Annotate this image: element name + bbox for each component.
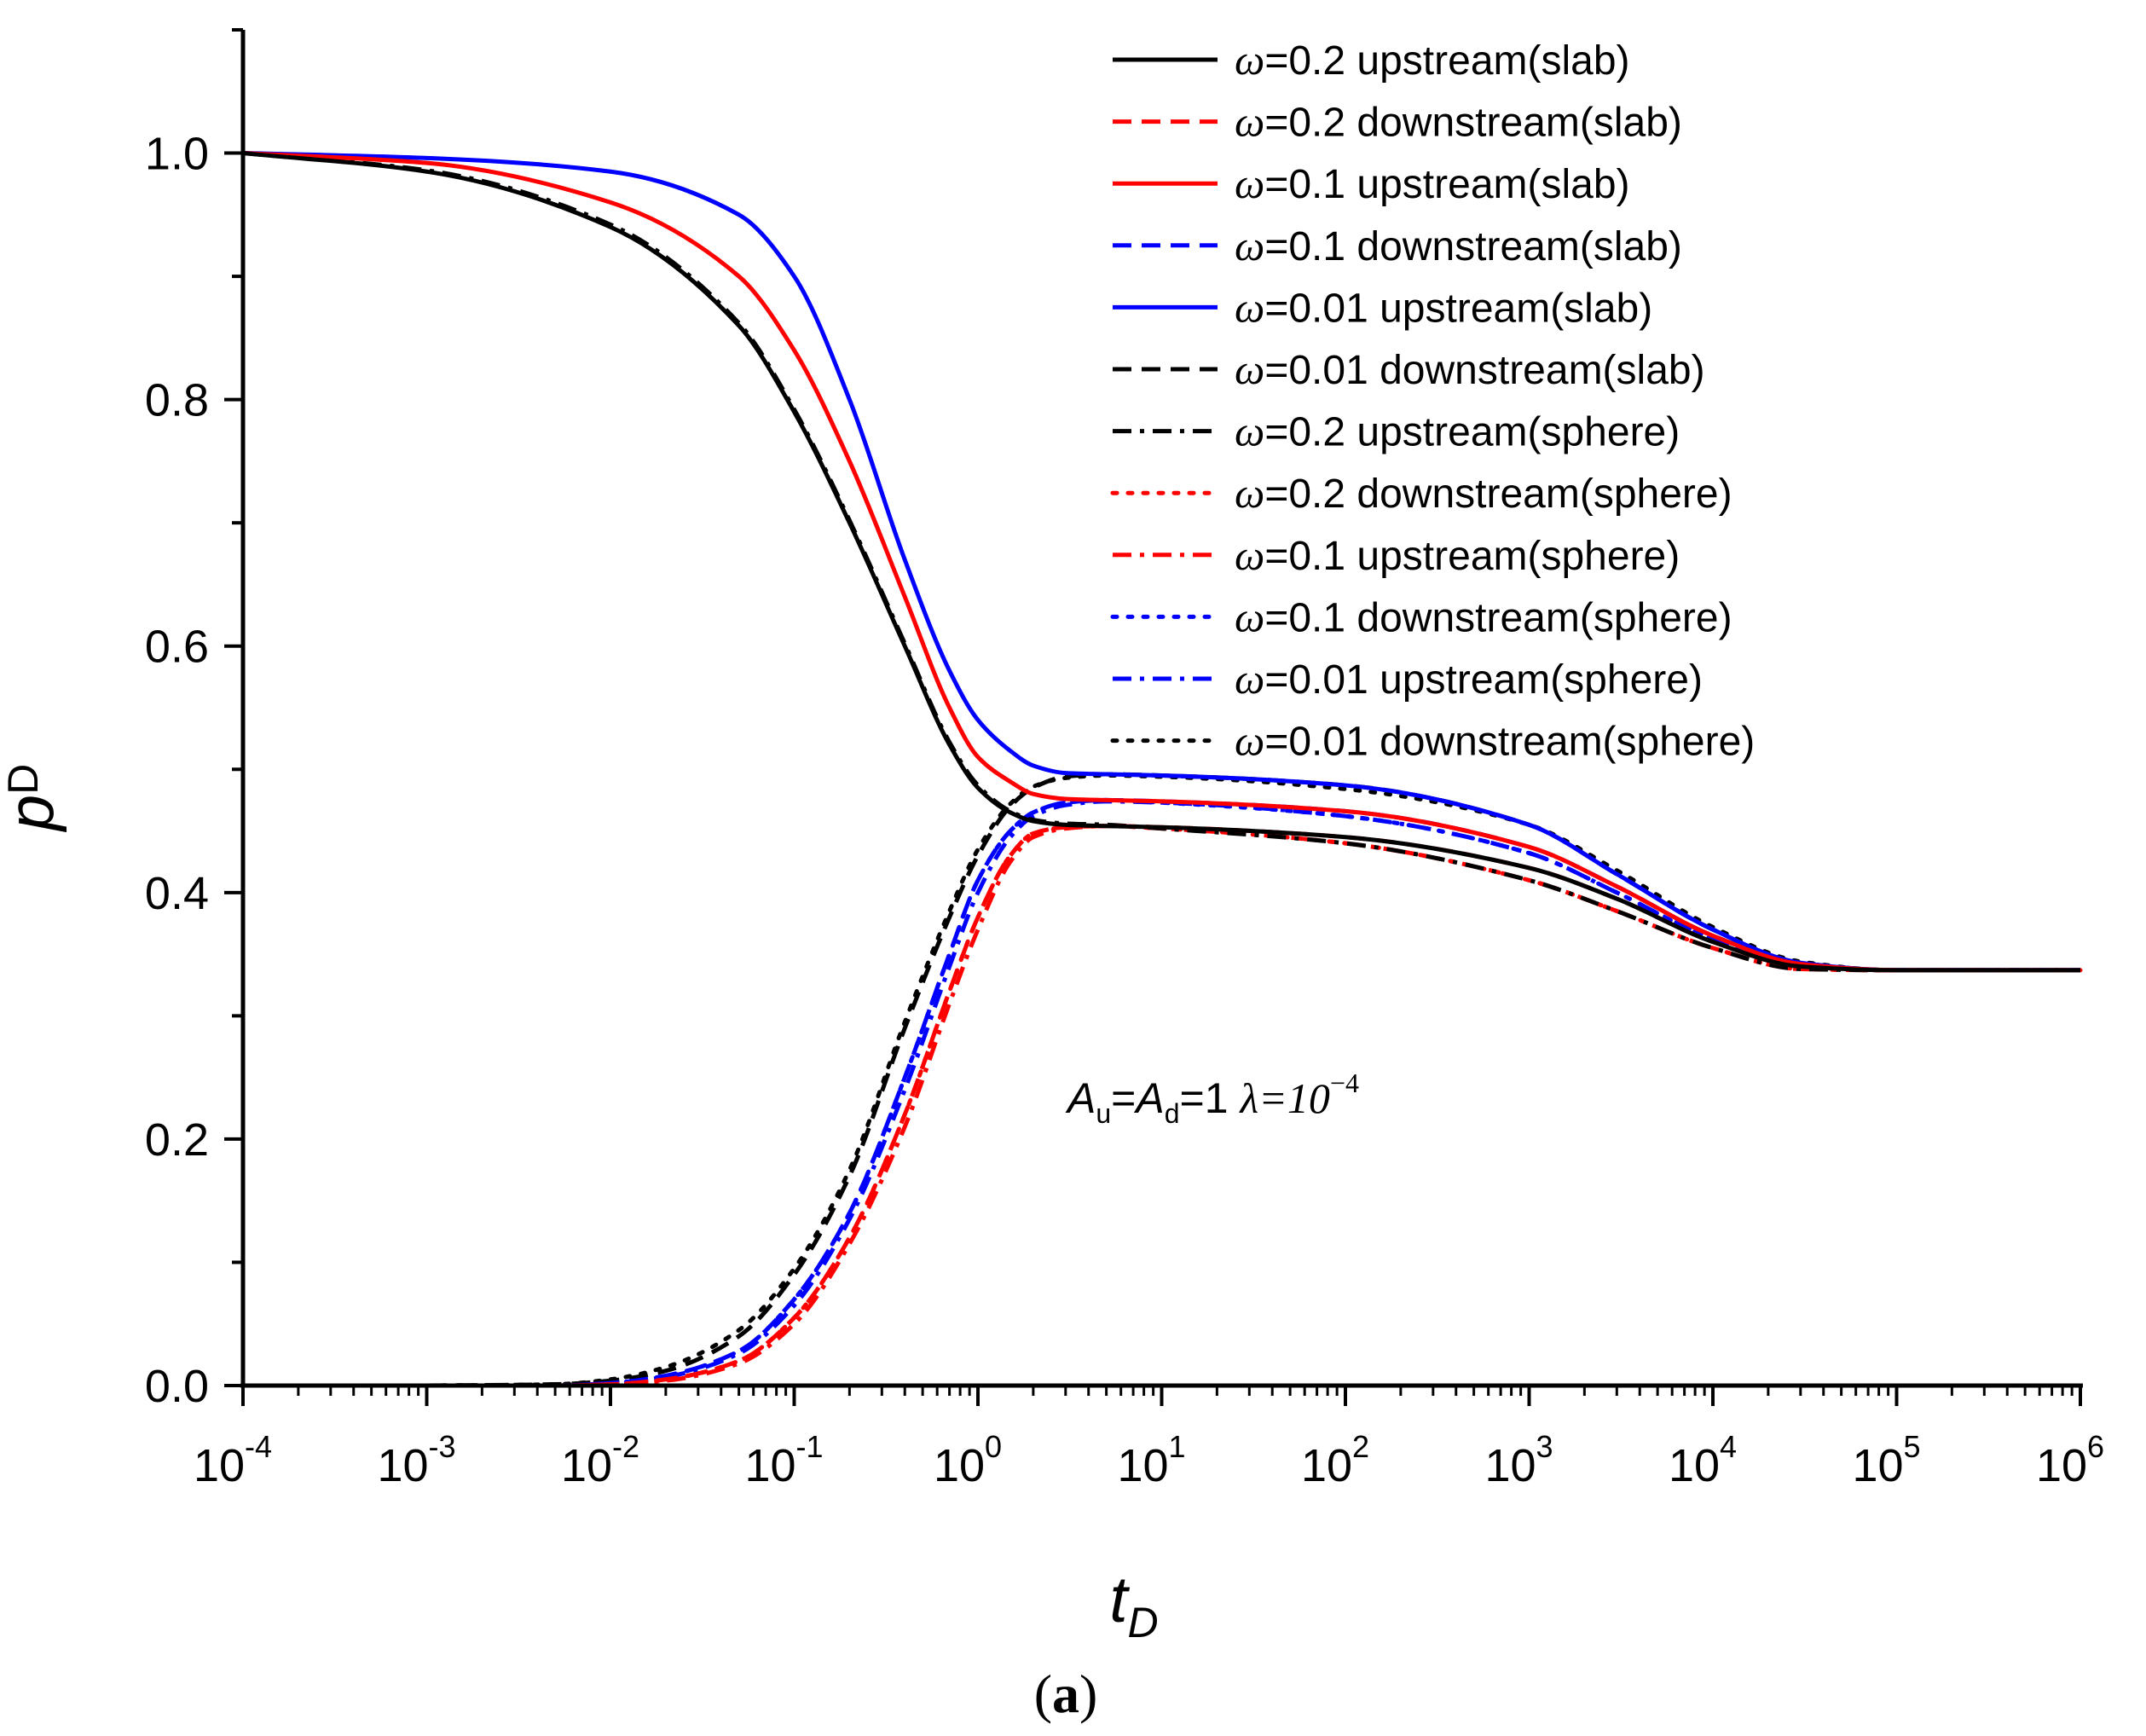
legend-item-label: ω=0.1 upstream(sphere): [1235, 531, 1680, 579]
x-tick-label: 101: [1117, 1429, 1185, 1491]
annotation: Au=Ad=1 λ=10−4: [1065, 1068, 1359, 1129]
legend-item-label: ω=0.1 downstream(sphere): [1235, 593, 1732, 640]
x-tick-label: 106: [2036, 1429, 2104, 1491]
series-line: [242, 151, 2080, 973]
x-tick-label: 103: [1484, 1429, 1553, 1491]
plot-area: 10-4 10-3 10-2 10-1 100 101 102 103 104 105 106 0.…: [145, 28, 2104, 1491]
series-line: [242, 151, 2080, 973]
legend-item-label: ω=0.01 downstream(slab): [1235, 345, 1705, 393]
legend-item-label: ω=0.2 downstream(sphere): [1235, 469, 1732, 517]
legend: ω=0.2 upstream(slab) ω=0.2 downstream(sla…: [1110, 36, 1755, 765]
legend-item-label: ω=0.1 downstream(slab): [1235, 222, 1682, 269]
legend-item-label: ω=0.2 upstream(slab): [1235, 36, 1630, 84]
series-line: [242, 151, 2080, 973]
x-tick-label: 105: [1852, 1429, 1920, 1491]
y-axis-ticks: 0.0 0.2 0.4 0.6 0.8 1.0: [145, 28, 243, 1412]
x-axis-ticks: 10-4 10-3 10-2 10-1 100 101 102 103 104 105 106: [194, 1386, 2104, 1491]
x-tick-label: 10-1: [744, 1429, 823, 1491]
legend-item-label: ω=0.2 downstream(slab): [1235, 98, 1682, 146]
series-layer: [242, 151, 2083, 1388]
legend-item-label: ω=0.1 upstream(slab): [1235, 159, 1630, 207]
y-tick-label: 1.0: [145, 129, 209, 180]
y-tick-label: 0.0: [145, 1361, 209, 1412]
series-line: [242, 151, 2080, 973]
y-tick-label: 0.4: [145, 868, 209, 919]
x-tick-label: 102: [1301, 1429, 1369, 1491]
y-tick-label: 0.6: [145, 622, 209, 673]
legend-item-label: ω=0.01 upstream(sphere): [1235, 655, 1703, 703]
x-tick-label: 10-4: [194, 1429, 272, 1491]
legend-item-label: ω=0.01 downstream(sphere): [1235, 717, 1755, 765]
x-tick-label: 10-3: [377, 1429, 455, 1491]
x-tick-label: 100: [934, 1429, 1002, 1491]
series-line: [425, 773, 2083, 1388]
x-axis-label: tD: [1109, 1564, 1158, 1646]
y-tick-label: 0.2: [145, 1114, 209, 1166]
x-tick-label: 10-2: [561, 1429, 639, 1491]
x-tick-label: 104: [1669, 1429, 1737, 1491]
figure-caption: (a): [1034, 1664, 1098, 1724]
series-line: [426, 824, 2080, 1388]
y-tick-label: 0.8: [145, 375, 209, 426]
legend-item-label: ω=0.01 upstream(slab): [1235, 283, 1652, 331]
legend-item-label: ω=0.2 upstream(sphere): [1235, 408, 1680, 455]
y-axis-label: pD: [0, 764, 67, 832]
